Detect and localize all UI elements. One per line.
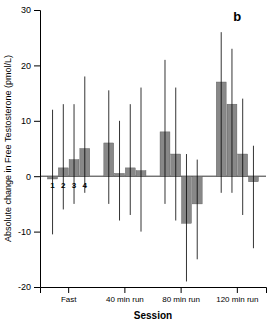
y-axis-line: [34, 11, 41, 288]
error-bar: [84, 76, 85, 192]
marks: [40, 32, 266, 281]
y-tick: -20: [18, 282, 40, 292]
x-axis-line: [41, 288, 267, 294]
error-bar: [197, 160, 198, 260]
error-bar: [52, 110, 53, 235]
error-bar: [141, 88, 142, 232]
error-bar: [130, 104, 131, 215]
y-tick: 0: [26, 172, 40, 182]
x-tick: 80 min run: [162, 287, 200, 304]
y-tick-line: [34, 287, 40, 288]
y-tick: 10: [21, 116, 40, 126]
x-tick-label: Fast: [61, 295, 77, 304]
y-tick-line: [34, 65, 40, 66]
x-tick-line: [68, 287, 69, 293]
error-bar: [242, 99, 243, 215]
error-bar: [186, 154, 187, 281]
error-bar: [108, 90, 109, 204]
y-axis-title: Absolute change in Free Testosterone (pm…: [3, 55, 13, 242]
y-tick-line: [34, 232, 40, 233]
x-axis-title: Session: [134, 310, 172, 321]
y-axis: -20 -10 0 10 20 30: [18, 5, 41, 292]
plot: -20 -10 0 10 20 30 Fast 40 min run 80 min run 120…: [18, 5, 267, 303]
error-bar: [175, 88, 176, 221]
bar-label: 4: [83, 181, 88, 190]
y-tick: -10: [18, 227, 40, 237]
error-bar: [63, 104, 64, 209]
y-tick-line: [34, 176, 40, 177]
y-tick-label: 20: [21, 61, 31, 71]
x-tick-line: [181, 287, 182, 293]
x-tick-line: [237, 287, 238, 293]
y-tick-label: -10: [18, 227, 31, 237]
x-tick: 120 min run: [216, 287, 258, 304]
error-bar: [119, 121, 120, 221]
error-bar: [231, 49, 232, 193]
y-tick-label: -20: [18, 282, 31, 292]
x-tick: 40 min run: [106, 287, 144, 304]
x-tick-label: 40 min run: [106, 295, 144, 304]
error-bar: [253, 146, 254, 248]
bar-label: 3: [72, 181, 77, 190]
y-tick-line: [34, 10, 40, 11]
y-tick: 30: [21, 5, 40, 15]
x-tick: Fast: [61, 287, 77, 304]
y-tick-label: 30: [21, 5, 31, 15]
y-tick: 20: [21, 61, 40, 71]
x-tick-label: 80 min run: [162, 295, 200, 304]
texts: 1234 b: [50, 9, 241, 190]
x-axis: Fast 40 min run 80 min run 120 min run: [41, 287, 267, 304]
chart-svg: -20 -10 0 10 20 30 Fast 40 min run 80 min run 120…: [0, 0, 274, 327]
error-bar: [221, 32, 222, 193]
y-tick-line: [34, 121, 40, 122]
y-tick-label: 10: [21, 116, 31, 126]
chart-container: -20 -10 0 10 20 30 Fast 40 min run 80 min run 120…: [0, 0, 274, 327]
bar-label: 1: [50, 181, 55, 190]
bar-label: 2: [61, 181, 66, 190]
x-tick-line: [124, 287, 125, 293]
y-tick-label: 0: [26, 172, 31, 182]
error-bar: [164, 60, 165, 204]
annotation: b: [233, 9, 241, 24]
x-tick-label: 120 min run: [216, 295, 258, 304]
